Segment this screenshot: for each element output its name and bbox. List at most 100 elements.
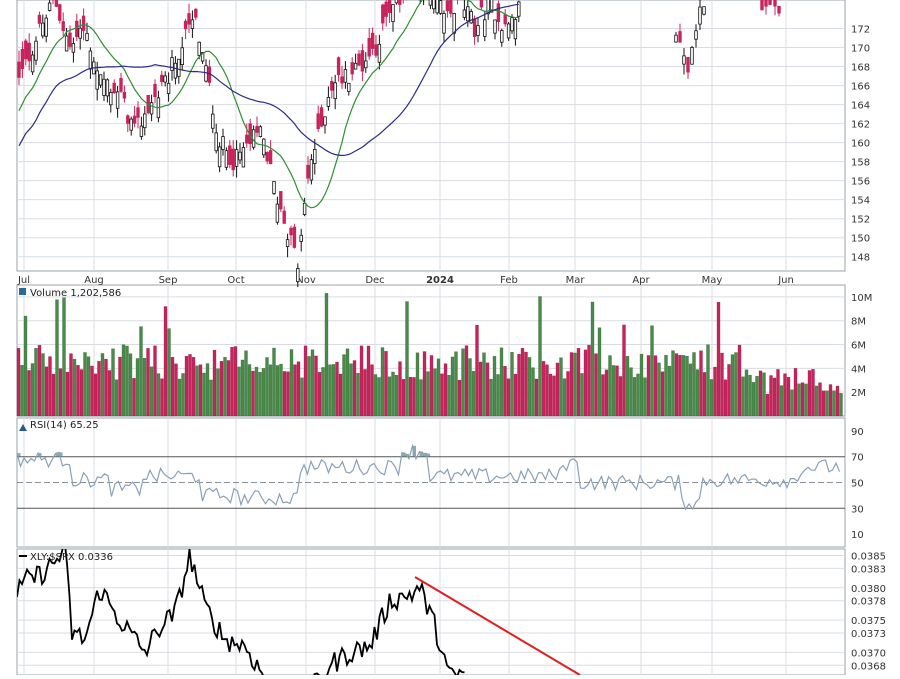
volume-bar: [76, 365, 80, 417]
candle-body: [61, 21, 65, 31]
volume-bar: [51, 373, 56, 417]
rsi-legend-icon: [19, 424, 27, 431]
rsi-overbought-fill: [17, 445, 430, 457]
candle-body: [296, 268, 300, 283]
volume-bar: [443, 363, 448, 417]
volume-bar: [552, 375, 556, 417]
ratio-tick-label: 0.0373: [851, 629, 886, 640]
ratio-tick-label: 0.0378: [851, 597, 886, 608]
candle-body: [517, 1, 521, 17]
candle-body: [105, 79, 110, 97]
volume-bar: [342, 354, 346, 417]
volume-bar: [489, 378, 493, 417]
volume-bar: [769, 375, 773, 417]
candle-body: [367, 37, 371, 57]
volume-bar: [478, 361, 483, 417]
candle-body: [306, 164, 310, 179]
volume-bar: [632, 377, 637, 417]
candle-body: [102, 78, 106, 96]
candle-body: [112, 82, 116, 93]
volume-bar: [48, 356, 52, 417]
candle-body: [85, 32, 89, 41]
x-tick-label: Aug: [84, 275, 104, 286]
volume-bar: [636, 373, 640, 417]
volume-bar: [671, 350, 675, 417]
volume-bar: [653, 355, 658, 417]
price-tick-label: 148: [851, 253, 870, 264]
candle-body: [496, 3, 501, 23]
volume-bar: [363, 369, 367, 417]
candle-body: [319, 107, 324, 127]
volume-bar: [580, 373, 584, 417]
candle-body: [211, 113, 215, 129]
volume-bar: [30, 363, 35, 417]
candle-body: [228, 145, 232, 165]
candle-body: [472, 18, 477, 37]
volume-bar: [370, 364, 374, 417]
candle-body: [513, 19, 518, 40]
volume-bar: [97, 361, 101, 417]
volume-bar: [237, 366, 241, 417]
volume-bar: [272, 347, 276, 417]
volume-bar: [160, 378, 164, 417]
candle-body: [163, 75, 167, 83]
volume-bar: [611, 365, 616, 417]
volume-bar: [415, 352, 420, 417]
volume-bar: [776, 369, 780, 417]
candle-body: [489, 0, 494, 13]
volume-bar: [83, 352, 87, 417]
volume-bar: [317, 372, 322, 417]
volume-bar: [405, 301, 409, 417]
rsi-tick-label: 70: [851, 453, 864, 464]
candle-body: [442, 13, 446, 34]
volume-bar: [629, 367, 633, 417]
candle-body: [88, 50, 93, 70]
volume-bar: [625, 356, 630, 417]
volume-bar: [275, 365, 280, 417]
candle-body: [187, 13, 191, 25]
volume-bar: [527, 357, 532, 417]
ratio-label: XLY:$SPX 0.0336: [30, 552, 113, 563]
volume-bar: [548, 373, 553, 417]
price-tick-label: 150: [851, 234, 870, 245]
candle-body: [309, 159, 314, 181]
volume-bar: [555, 362, 560, 417]
volume-bar: [447, 375, 451, 417]
candle-body: [777, 5, 781, 14]
candle-body: [462, 9, 467, 18]
candle-body: [466, 6, 470, 22]
candle-body: [432, 0, 436, 10]
volume-bar: [457, 379, 462, 417]
candle-body: [479, 0, 484, 8]
candle-body: [58, 4, 62, 21]
candle-body: [773, 0, 777, 7]
candle-body: [384, 1, 388, 17]
volume-bar: [499, 347, 504, 417]
price-tick-label: 160: [851, 139, 870, 150]
volume-bar: [419, 379, 423, 417]
volume-bar: [314, 355, 318, 417]
candles: [17, 0, 781, 288]
volume-bar: [748, 374, 752, 417]
candle-body: [289, 227, 293, 236]
volume-legend-swatch: [19, 288, 26, 295]
volume-bar: [121, 344, 126, 417]
candle-body: [698, 6, 702, 25]
volume-bar: [216, 368, 220, 417]
volume-bar: [156, 373, 161, 417]
volume-bar: [702, 372, 707, 417]
volume-bar: [195, 365, 199, 417]
volume-bar: [219, 361, 224, 417]
volume-bar: [597, 327, 602, 417]
candle-body: [41, 22, 45, 37]
candle-body: [255, 125, 259, 133]
volume-bar: [786, 377, 791, 417]
volume-bar: [422, 351, 427, 417]
volume-bar: [233, 346, 238, 417]
volume-bar: [429, 355, 434, 417]
volume-bar: [387, 376, 392, 417]
price-tick-label: 166: [851, 82, 870, 93]
candle-body: [316, 113, 320, 129]
volume-bar: [531, 367, 535, 417]
